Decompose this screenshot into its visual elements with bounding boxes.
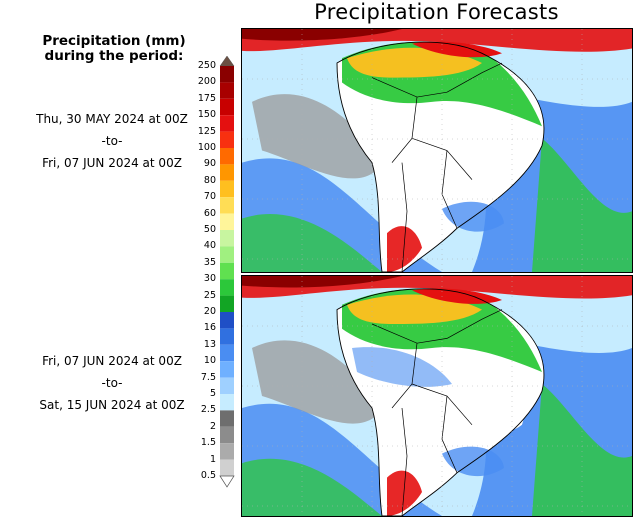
scale-swatch (220, 213, 234, 230)
forecast-map-2-canvas (242, 276, 632, 516)
scale-max-arrow (219, 56, 235, 67)
scale-swatch (220, 361, 234, 378)
scale-tick-label: 40 (203, 240, 216, 252)
period-1-separator: -to- (101, 134, 123, 148)
scale-tick-label: 13 (203, 338, 216, 350)
scale-swatch (220, 312, 234, 329)
country-border (446, 309, 503, 339)
scale-tick-label: 25 (203, 289, 216, 301)
legend-title-line2: during the period: (44, 48, 184, 64)
scale-swatch (220, 98, 234, 116)
scale-swatch (220, 459, 234, 476)
scale-swatch (220, 148, 234, 165)
scale-swatch (220, 377, 234, 394)
scale-swatch (220, 164, 234, 181)
atlantic-green-cells (532, 138, 632, 272)
scale-tick-label: 2 (209, 420, 216, 432)
scale-swatch (220, 262, 234, 280)
pacific-dry-tongue (252, 340, 382, 424)
period-2-separator: -to- (101, 376, 123, 390)
period-1-end: Fri, 07 JUN 2024 at 00Z (42, 156, 182, 170)
scale-swatch (220, 115, 234, 132)
scale-tick-label: 175 (197, 92, 216, 104)
scale-swatch (220, 426, 234, 444)
period-1-start: Thu, 30 MAY 2024 at 00Z (36, 112, 188, 126)
country-border (401, 162, 408, 272)
scale-tick-label: 0.5 (200, 470, 216, 481)
scale-tick-label: 20 (203, 306, 216, 317)
scale-tick-label: 1 (209, 453, 216, 465)
forecast-map-1-canvas (242, 29, 632, 272)
tropical-heavy-rain (347, 47, 482, 78)
forecast-map-period-2 (241, 275, 633, 517)
scale-swatch (220, 295, 234, 312)
period-2-start: Fri, 07 JUN 2024 at 00Z (42, 354, 182, 368)
tropical-heavy-rain (347, 294, 482, 324)
brazil-dry-interior (462, 386, 524, 432)
scale-tick-label: 7.5 (200, 371, 216, 383)
legend-title-line1: Precipitation (mm) (42, 33, 186, 49)
amazon-intense-cells (412, 288, 502, 304)
scale-swatch (220, 66, 234, 83)
scale-swatch (220, 197, 234, 214)
legend-title: Precipitation (mm) during the period: (28, 34, 200, 64)
scale-swatch (220, 410, 234, 427)
scale-tick-label: 10 (203, 355, 216, 367)
scale-tick-label: 200 (197, 76, 216, 88)
continent-coastline (336, 41, 545, 272)
amazon-intense-cells (412, 41, 502, 58)
chart-title: Precipitation Forecasts (314, 0, 559, 24)
scale-swatch (220, 246, 234, 263)
interior-showers (352, 347, 452, 387)
scale-tick-label: 150 (197, 109, 216, 121)
scale-tick-label: 100 (197, 142, 216, 153)
scale-swatch (220, 443, 234, 460)
scale-swatch (220, 394, 234, 411)
scale-tick-label: 70 (203, 191, 216, 203)
scale-tick-label: 5 (209, 388, 216, 399)
scale-swatch (220, 82, 234, 99)
scale-swatch (220, 180, 234, 198)
period-2-end: Sat, 15 JUN 2024 at 00Z (39, 398, 185, 412)
southern-cone-rain (387, 226, 422, 272)
color-scale-legend: 250 200 175 150 125 100 90 80 70 60 50 40 35 30 25 20 16… (190, 56, 240, 496)
scale-swatch (220, 328, 234, 345)
scale-tick-label: 80 (203, 174, 216, 186)
forecast-map-period-1 (241, 28, 633, 273)
scale-tick-label: 16 (203, 322, 216, 334)
country-border (446, 62, 503, 93)
scale-tick-label: 2.5 (200, 404, 216, 416)
period-2-label: Fri, 07 JUN 2024 at 00Z -to- Sat, 15 JUN… (22, 350, 202, 416)
scale-tick-label: 30 (203, 273, 216, 285)
itcz-extreme-core (242, 29, 402, 41)
scale-swatch (220, 131, 234, 148)
southern-cone-rain (387, 470, 422, 516)
scale-swatch (220, 344, 234, 362)
scale-tick-label: 60 (203, 207, 216, 219)
itcz-extreme-core (242, 276, 402, 288)
period-1-label: Thu, 30 MAY 2024 at 00Z -to- Fri, 07 JUN… (22, 108, 202, 174)
pacific-dry-tongue (252, 94, 382, 179)
scale-tick-label: 50 (203, 224, 216, 235)
atlantic-green-cells (532, 384, 632, 516)
scale-tick-label: 1.5 (200, 437, 216, 449)
scale-tick-label: 90 (203, 158, 216, 170)
scale-min-arrow (219, 475, 235, 488)
scale-tick-label: 35 (203, 256, 216, 268)
country-border (441, 395, 458, 473)
brazil-dry-interior (392, 118, 502, 170)
southwest-green-cells (242, 214, 382, 272)
scale-tick-label: 125 (197, 125, 216, 137)
scale-swatch (220, 230, 234, 247)
southwest-green-cells (242, 458, 382, 516)
country-border (401, 407, 408, 516)
continent-coastline (336, 288, 545, 516)
scale-swatch (220, 279, 234, 296)
scale-tick-label: 250 (197, 60, 216, 71)
